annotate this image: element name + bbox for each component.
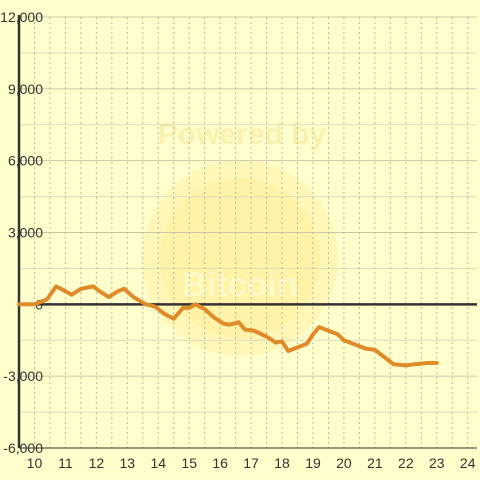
x-tick-label: 10 [27,455,43,471]
x-tick-label: 16 [212,455,228,471]
x-tick-labels: 10 11 12 13 14 15 16 17 18 19 20 21 22 23 24 [27,455,476,471]
y-tick-label: -3,000 [3,368,43,384]
x-tick-label: 18 [274,455,290,471]
x-tick-label: 13 [120,455,136,471]
y-tick-label: -6,000 [3,440,43,456]
x-tick-label: 15 [181,455,197,471]
watermark-line2: Bitcoin [182,266,297,304]
series-group [17,284,439,368]
x-tick-label: 22 [398,455,414,471]
y-tick-label: 3,000 [8,225,43,241]
y-tick-label: 6,000 [8,153,43,169]
series-line [17,284,439,368]
watermark-coin-inner-icon [160,178,320,338]
y-tick-label: 12,000 [0,9,43,25]
x-tick-label: 21 [367,455,383,471]
x-tick-label: 14 [150,455,166,471]
x-tick-label: 17 [243,455,259,471]
x-tick-label: 20 [336,455,352,471]
watermark-line1: Powered by [158,118,327,151]
y-tick-label: 9,000 [8,81,43,97]
x-tick-label: 12 [89,455,105,471]
axes [17,15,477,449]
x-tick-label: 19 [305,455,321,471]
x-tick-label: 11 [58,455,73,471]
x-tick-label: 23 [429,455,445,471]
x-tick-label: 24 [460,455,476,471]
